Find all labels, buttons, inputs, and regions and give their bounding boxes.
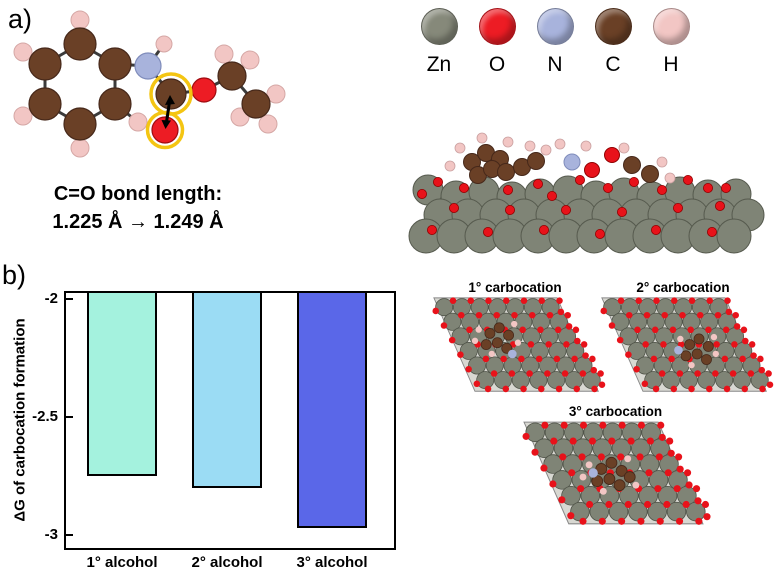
carbon-ring-atoms xyxy=(28,27,132,141)
nitrogen-atom xyxy=(134,52,162,80)
bond-stretch-arrow-icon xyxy=(161,95,175,129)
c-color-swatch xyxy=(594,8,632,45)
legend-item-o: O xyxy=(472,8,522,77)
h-color-swatch xyxy=(652,8,690,45)
carbocation-2-topview xyxy=(600,297,774,393)
panel-a-label: a) xyxy=(8,4,33,34)
bar-2°-alcohol xyxy=(192,293,262,488)
legend-item-c: C xyxy=(588,8,638,77)
y-tick-label: -3 xyxy=(44,526,58,543)
y-tick-mark xyxy=(66,416,73,418)
y-tick-label: -2.5 xyxy=(32,408,58,425)
zn-color-swatch xyxy=(420,8,458,45)
x-category-label: 2° alcohol xyxy=(191,554,263,571)
legend-label-c: C xyxy=(605,53,621,76)
legend-item-n: N xyxy=(530,8,580,77)
bond-length-caption: C=O bond length: 1.225 Å → 1.249 Å xyxy=(12,180,264,236)
carbocation-1-topview xyxy=(432,297,606,393)
carbamate-molecule-model xyxy=(13,10,286,158)
legend-item-h: H xyxy=(646,8,696,77)
carbocation-2-label: 2° carbocation xyxy=(636,280,730,295)
legend-label-n: N xyxy=(547,53,563,76)
x-category-label: 1° alcohol xyxy=(86,554,158,571)
surface-side-view-model xyxy=(408,132,765,254)
y-tick-mark xyxy=(66,298,73,300)
bond-length-caption-line1: C=O bond length: xyxy=(53,183,223,205)
ester-oxygen-atom xyxy=(191,77,217,103)
n-color-swatch xyxy=(536,8,574,45)
carbonyl-oxygen-atom xyxy=(151,116,179,144)
carbonyl-carbon-atom xyxy=(155,78,187,110)
hydrogen-atoms xyxy=(13,10,286,158)
legend-label-h: H xyxy=(663,53,679,76)
legend-label-zn: Zn xyxy=(426,53,452,76)
o-color-swatch xyxy=(478,8,516,45)
legend-label-o: O xyxy=(488,53,506,76)
y-tick-mark xyxy=(66,534,73,536)
ch2-carbon-atom xyxy=(217,61,247,91)
carbocation-3-topview xyxy=(522,421,711,525)
carbocation-energy-chart: ΔG of carbocation formation -2 -2.5 -3 1° a… xyxy=(12,290,396,571)
panel-b-label: b) xyxy=(2,260,27,290)
bar-3°-alcohol xyxy=(297,293,367,528)
legend-item-zn: Zn xyxy=(414,8,464,77)
bar-1°-alcohol xyxy=(87,293,157,476)
carbocation-3-label: 3° carbocation xyxy=(568,404,663,419)
bond-length-caption-line2: 1.225 Å → 1.249 Å xyxy=(52,211,224,233)
ch3-carbon-atom xyxy=(241,89,271,119)
x-category-label: 3° alcohol xyxy=(296,554,368,571)
y-tick-label: -2 xyxy=(44,290,58,307)
co-bond-highlight xyxy=(145,72,193,150)
carbocation-1-label: 1° carbocation xyxy=(468,280,562,295)
atom-color-legend: Zn O N C H xyxy=(414,8,696,77)
